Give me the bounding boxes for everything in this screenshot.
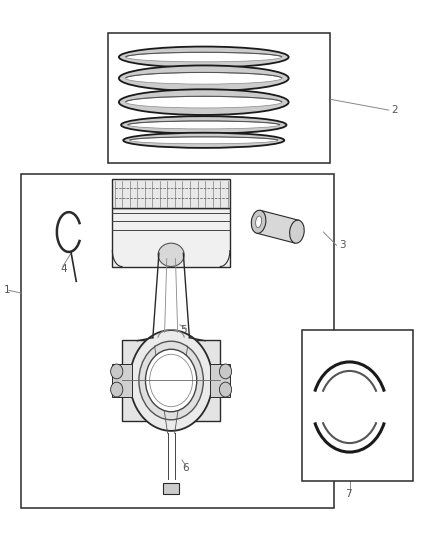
- Ellipse shape: [119, 46, 289, 68]
- Bar: [210, 365, 230, 397]
- Bar: [108, 33, 330, 163]
- Circle shape: [219, 364, 232, 379]
- Text: 4: 4: [60, 264, 67, 274]
- Bar: [302, 330, 413, 481]
- Text: 2: 2: [391, 105, 398, 115]
- Bar: [113, 365, 132, 397]
- Circle shape: [111, 364, 123, 379]
- Bar: [122, 340, 220, 421]
- Bar: [113, 208, 230, 266]
- Bar: [163, 483, 179, 495]
- Bar: [21, 174, 334, 508]
- Ellipse shape: [256, 216, 261, 228]
- Ellipse shape: [123, 133, 284, 148]
- Ellipse shape: [121, 116, 286, 134]
- Circle shape: [139, 341, 203, 420]
- Circle shape: [150, 354, 193, 407]
- Text: 6: 6: [182, 463, 189, 473]
- Ellipse shape: [119, 66, 289, 91]
- Ellipse shape: [126, 52, 282, 62]
- Ellipse shape: [251, 210, 266, 233]
- Ellipse shape: [126, 96, 282, 108]
- Circle shape: [130, 330, 212, 431]
- Text: 7: 7: [345, 489, 352, 499]
- Ellipse shape: [119, 90, 289, 115]
- Ellipse shape: [158, 243, 184, 266]
- Circle shape: [111, 382, 123, 397]
- Circle shape: [219, 382, 232, 397]
- Text: 1: 1: [4, 285, 10, 295]
- Ellipse shape: [128, 121, 280, 129]
- Ellipse shape: [126, 72, 282, 84]
- Bar: [113, 179, 230, 208]
- Text: 3: 3: [339, 240, 345, 250]
- Text: 5: 5: [180, 325, 187, 335]
- Polygon shape: [257, 211, 299, 243]
- Circle shape: [145, 349, 197, 411]
- Ellipse shape: [130, 137, 278, 144]
- Ellipse shape: [290, 220, 304, 243]
